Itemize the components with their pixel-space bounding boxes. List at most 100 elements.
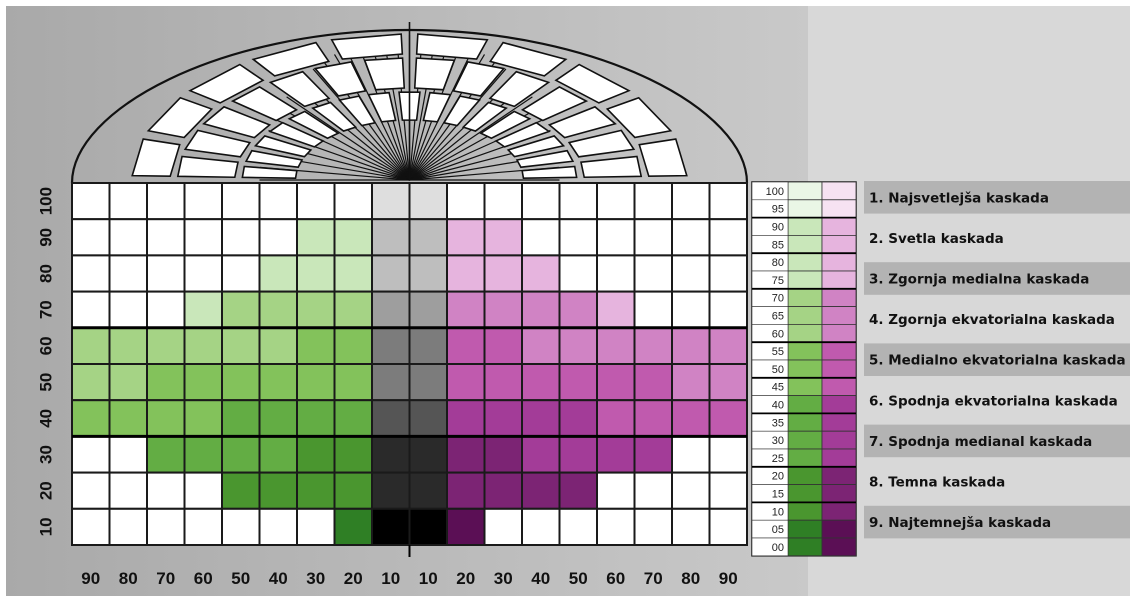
scale-magenta-swatch <box>821 395 857 414</box>
grid-cell <box>71 399 111 438</box>
scale-value-label: 40 <box>772 400 784 412</box>
x-tick-label: 50 <box>569 569 588 588</box>
scale-green-swatch <box>787 501 823 521</box>
grid-cell <box>108 218 148 257</box>
y-tick-label: 70 <box>37 300 56 319</box>
grid-cell <box>71 435 111 474</box>
grid-cell <box>708 290 748 329</box>
scale-magenta-swatch <box>821 323 857 343</box>
grid-cell <box>108 290 148 329</box>
grid-cell <box>71 290 111 329</box>
grid-cell <box>183 182 223 221</box>
grid-cell <box>446 254 486 293</box>
grid-cell <box>146 363 186 402</box>
grid-cell <box>483 435 523 474</box>
grid-cell <box>483 363 523 402</box>
y-tick-label: 80 <box>37 264 56 283</box>
scale-green-swatch <box>787 430 823 450</box>
grid-cell <box>633 363 673 402</box>
x-tick-label: 80 <box>119 569 138 588</box>
dome-tile <box>313 61 367 97</box>
scale-magenta-swatch <box>821 430 857 450</box>
scale-magenta-swatch <box>821 519 857 539</box>
scale-value-label: 60 <box>772 328 784 340</box>
dome-tile <box>230 86 299 122</box>
grid-cell <box>558 254 598 293</box>
grid-cell <box>558 363 598 402</box>
legend-label: 6. Spodnja ekvatorialna kaskada <box>869 393 1118 409</box>
dome-tile <box>452 61 506 97</box>
scale-green-swatch <box>787 306 823 325</box>
grid-cell <box>371 471 411 510</box>
dome-tile <box>176 155 239 179</box>
grid-cell <box>483 182 523 221</box>
scale-value-label: 45 <box>772 382 784 394</box>
grid-cell <box>108 254 148 293</box>
grid-cell <box>221 507 261 546</box>
scale-value-label: 50 <box>772 364 784 376</box>
grid-cell <box>521 399 561 438</box>
grid-cell <box>408 326 448 365</box>
grid-cell <box>221 182 261 221</box>
x-tick-label: 40 <box>269 569 288 588</box>
dome-tile <box>521 165 578 180</box>
grid-cell <box>708 218 748 257</box>
scale-magenta-swatch <box>821 199 857 219</box>
grid-cell <box>408 471 448 510</box>
grid-cell <box>596 290 636 329</box>
grid-cell <box>333 435 373 474</box>
dome-tile <box>479 110 532 140</box>
legend-row-band <box>864 343 1130 376</box>
grid-cell <box>221 363 261 402</box>
grid-cell <box>333 254 373 293</box>
scale-value-label: 95 <box>772 204 784 216</box>
scale-magenta-swatch <box>821 234 857 254</box>
grid-cell <box>708 254 748 293</box>
grid-cell <box>521 326 561 365</box>
grid-cell <box>558 290 598 329</box>
grid-cell <box>108 326 148 365</box>
y-tick-label: 20 <box>37 481 56 500</box>
grid-cell <box>408 182 448 221</box>
dome-tile <box>488 70 551 108</box>
grid-cell <box>221 218 261 257</box>
y-tick-label: 40 <box>37 409 56 428</box>
grid-cell <box>146 290 186 329</box>
legend: 1. Najsvetlejša kaskada 2. Svetla kaskada… <box>864 181 1130 539</box>
scale-magenta-swatch <box>821 288 857 307</box>
grid-cell <box>521 507 561 546</box>
legend-label: 8. Temna kaskada <box>869 475 1005 491</box>
grid-cell <box>71 182 111 221</box>
scale-green-swatch <box>787 181 823 201</box>
dome-tile <box>494 121 551 148</box>
dome-tile <box>241 165 298 180</box>
grid-cell <box>371 182 411 221</box>
y-tick-label: 90 <box>37 228 56 247</box>
dome-tile <box>330 33 404 60</box>
dome-tile <box>202 105 272 139</box>
dome-tile <box>515 149 575 169</box>
x-tick-label: 70 <box>156 569 175 588</box>
grid-cell <box>483 290 523 329</box>
legend-row-band <box>864 465 1130 498</box>
grid-cell <box>596 218 636 257</box>
grid-cell <box>221 435 261 474</box>
scale-green-swatch <box>787 288 823 307</box>
grid-cell <box>521 218 561 257</box>
grid-cell <box>258 254 298 293</box>
grid-cell <box>408 435 448 474</box>
grid-cell <box>633 218 673 257</box>
scale-green-swatch <box>787 270 823 290</box>
grid-cell <box>108 435 148 474</box>
x-tick-label: 30 <box>494 569 513 588</box>
grid-cell <box>596 363 636 402</box>
grid-cell <box>108 363 148 402</box>
grid-cell <box>596 471 636 510</box>
legend-row-band <box>864 505 1130 539</box>
grid-cell <box>408 218 448 257</box>
legend-label: 1. Najsvetlejša kaskada <box>869 190 1049 206</box>
grid-cell <box>708 182 748 221</box>
scale-value-label: 75 <box>772 275 784 287</box>
x-tick-label: 70 <box>644 569 663 588</box>
dome-tile <box>488 41 568 77</box>
